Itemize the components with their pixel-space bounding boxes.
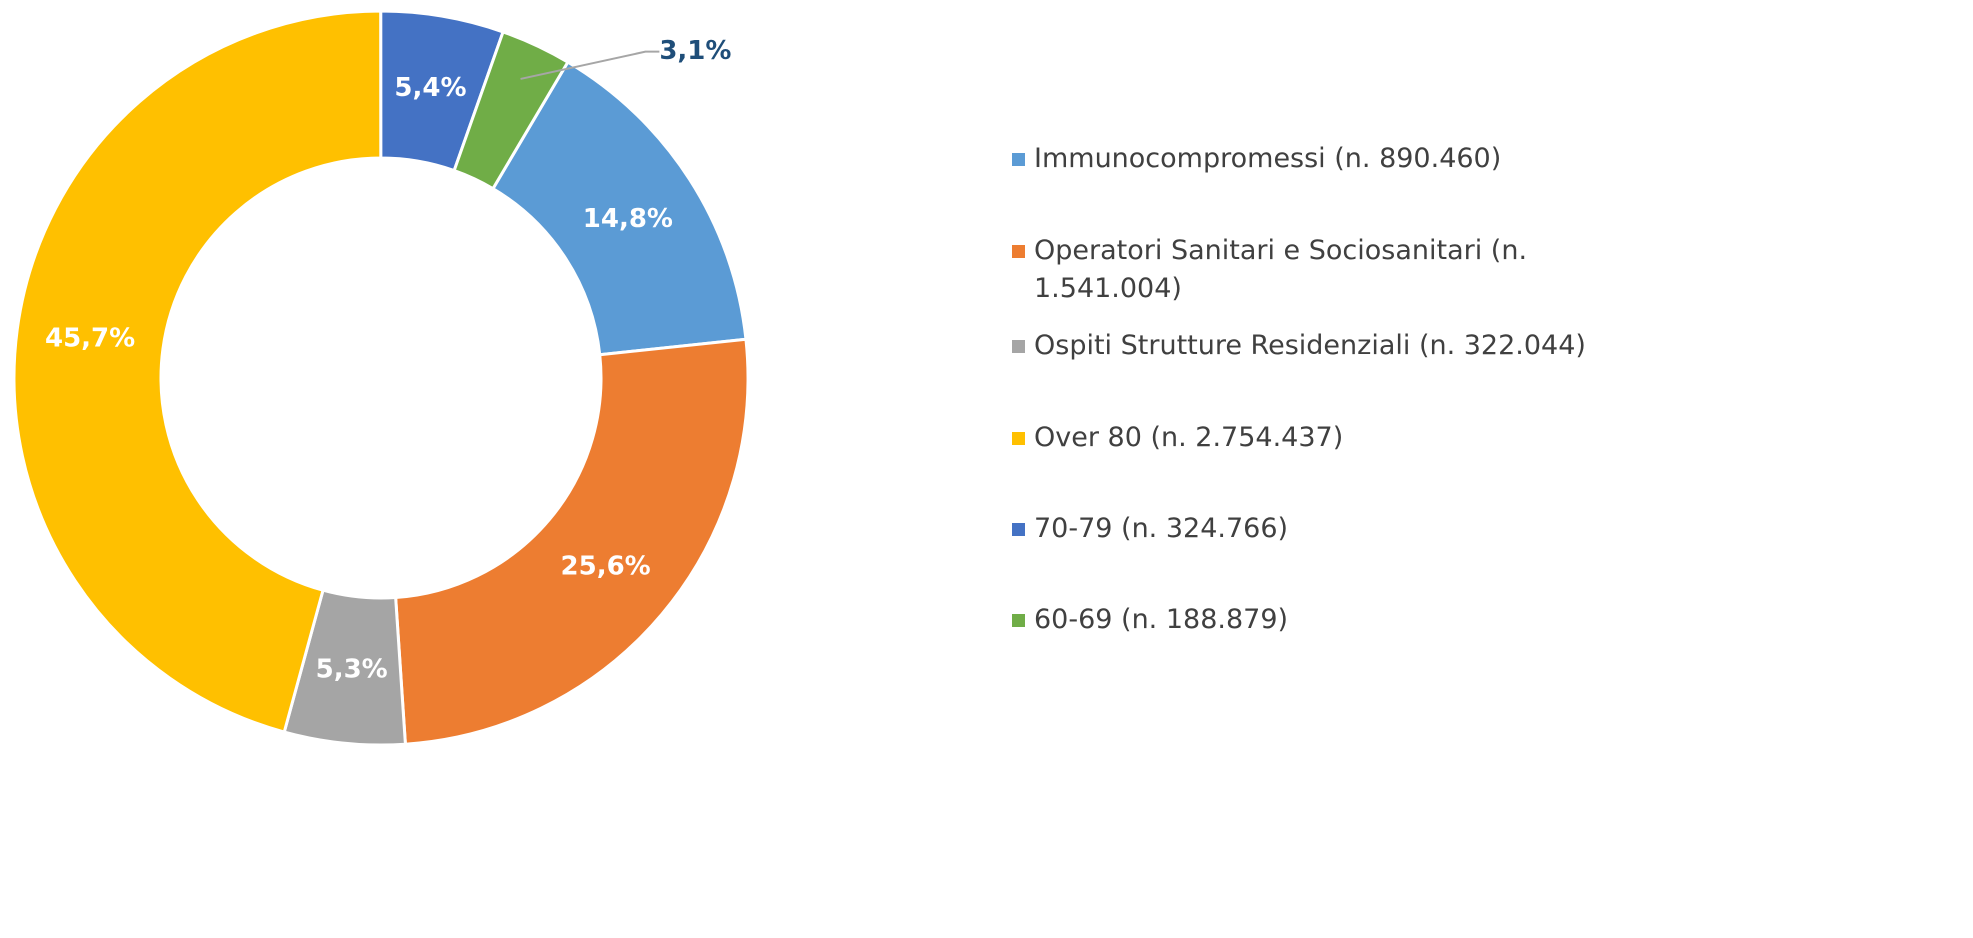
legend-label: Immunocompromessi (n. 890.460): [1034, 143, 1502, 174]
legend-swatch: [1012, 340, 1025, 353]
donut-slice: [490, 60, 748, 357]
data-label: 45,7%: [45, 324, 135, 354]
donut-slice: [452, 29, 570, 191]
legend-swatch: [1012, 614, 1025, 627]
chart: 14,8% 25,6% 5,3% 45,7% 5,4% 3,1%: [12, 9, 750, 747]
legend-swatch: [1012, 153, 1025, 166]
legend-item: Operatori Sanitari e Sociosanitari (n. 1…: [1012, 232, 1594, 308]
legend-label: Ospiti Strutture Residenziali (n. 322.04…: [1034, 330, 1586, 361]
data-label: 25,6%: [561, 551, 651, 581]
legend-swatch: [1012, 432, 1025, 445]
data-label: 3,1%: [659, 36, 731, 66]
legend-label: 60-69 (n. 188.879): [1034, 604, 1289, 635]
legend-item: 70-79 (n. 324.766): [1012, 510, 1594, 548]
legend-swatch: [1012, 523, 1025, 536]
donut-slice: [12, 9, 383, 734]
data-label: 5,3%: [316, 655, 388, 685]
leader-line: [520, 50, 660, 80]
legend-item: 60-69 (n. 188.879): [1012, 601, 1594, 639]
legend-label: 70-79 (n. 324.766): [1034, 513, 1289, 544]
legend-swatch: [1012, 245, 1025, 258]
legend-item: Immunocompromessi (n. 890.460): [1012, 140, 1594, 178]
donut-slice: [394, 337, 750, 746]
legend-label: Operatori Sanitari e Sociosanitari (n. 1…: [1034, 235, 1528, 304]
legend-item: Over 80 (n. 2.754.437): [1012, 419, 1594, 457]
legend-item: Ospiti Strutture Residenziali (n. 322.04…: [1012, 327, 1594, 365]
data-label: 14,8%: [583, 204, 673, 234]
legend-label: Over 80 (n. 2.754.437): [1034, 422, 1344, 453]
data-label: 5,4%: [394, 73, 466, 103]
